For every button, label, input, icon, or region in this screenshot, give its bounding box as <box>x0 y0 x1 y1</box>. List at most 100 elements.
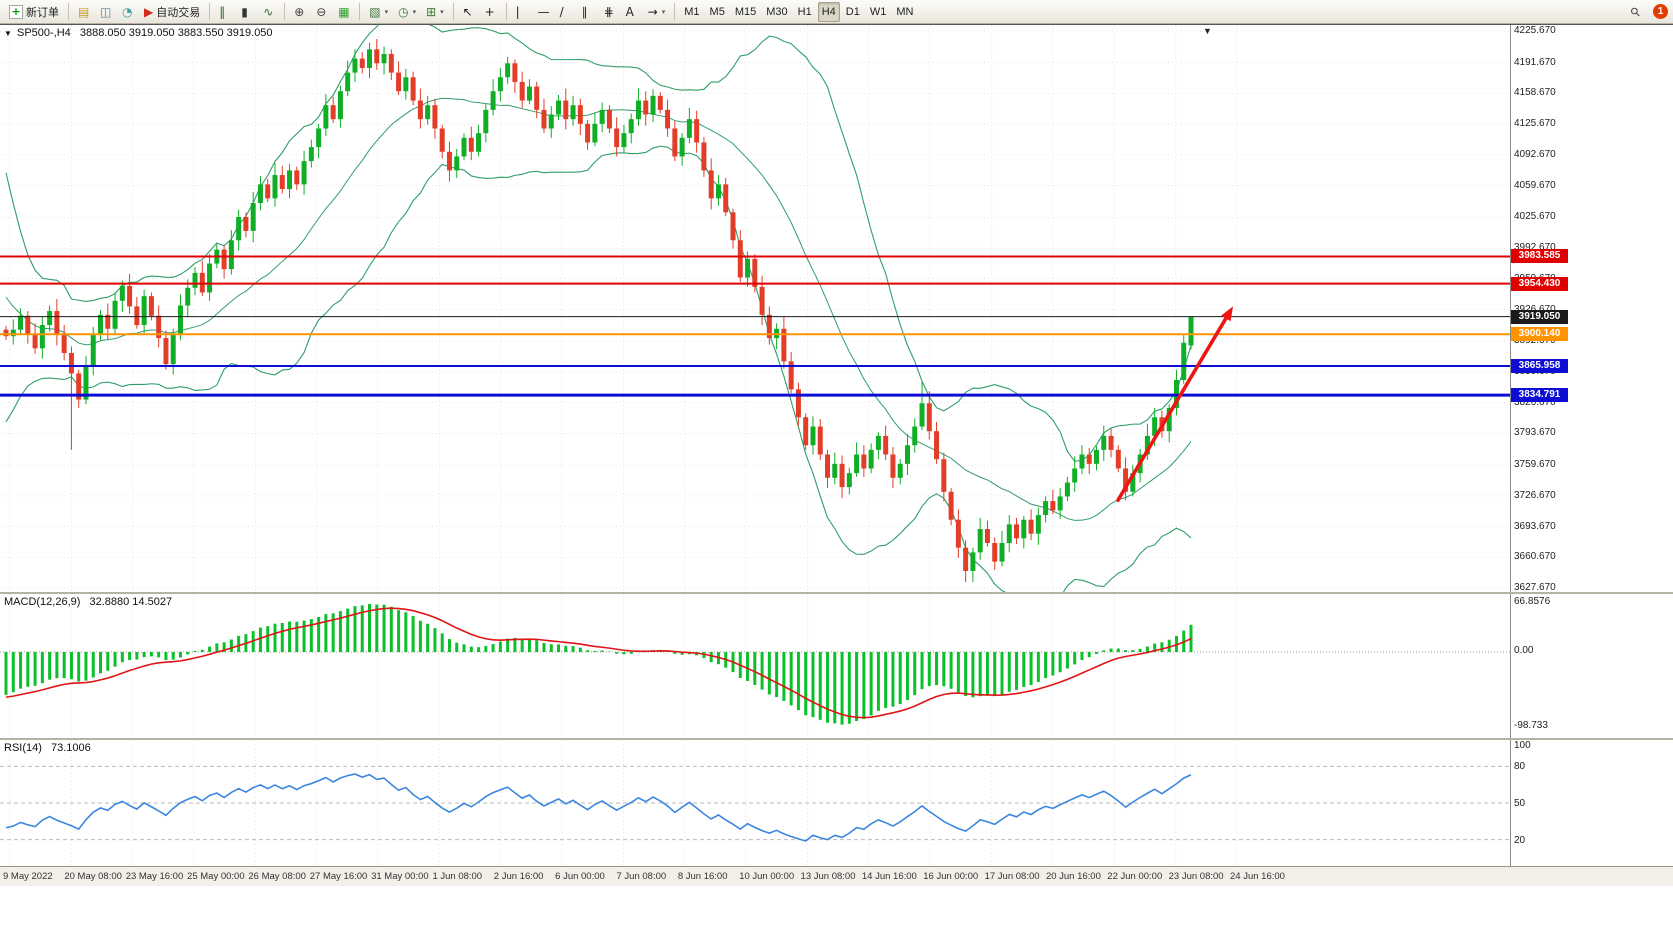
candle-body <box>1057 496 1063 511</box>
candle <box>185 279 191 317</box>
trend-arrow-head[interactable] <box>1221 306 1233 322</box>
price-axis-label: 4059.670 <box>1514 179 1556 191</box>
candle-body <box>701 142 707 171</box>
fibonacci-button[interactable]: ⋕ <box>600 2 620 22</box>
search-button[interactable]: ⚲ <box>1627 2 1647 22</box>
rsi-indicator-panel[interactable]: RSI(14) 73.1006 100 80 50 20 <box>0 740 1673 866</box>
candle-body <box>439 128 445 152</box>
text-button[interactable]: A <box>622 2 642 22</box>
crosshair-button[interactable]: + <box>481 2 501 22</box>
candle-chart-button[interactable]: ▮ <box>237 2 257 22</box>
charts-button[interactable]: ▤ <box>74 2 94 22</box>
bar-chart-button[interactable]: ‖ <box>215 2 235 22</box>
timeframe-h4-button[interactable]: H4 <box>817 1 840 22</box>
candle <box>352 49 358 82</box>
price-line-tag[interactable]: 3954.430 <box>1511 276 1568 291</box>
timeframe-m15-button[interactable]: M15 <box>731 2 760 22</box>
candle <box>47 305 53 332</box>
macd-indicator-panel[interactable]: MACD(12,26,9) 32.8880 14.5027 66.8576 0.0… <box>0 594 1673 738</box>
auto-trading-button-label: 自动交易 <box>156 6 201 19</box>
price-axis-label: 4225.670 <box>1514 25 1556 36</box>
candle-body <box>919 403 925 427</box>
chart-shift-marker[interactable]: ▼ <box>1203 26 1212 36</box>
candle-body <box>839 463 845 488</box>
profiles-button[interactable]: ◫ <box>96 2 116 22</box>
candle <box>890 447 896 489</box>
candle <box>83 355 89 405</box>
new-chart-button[interactable]: ▧ ▾ <box>365 2 392 22</box>
candle <box>119 280 125 312</box>
notifications-badge[interactable]: 1 <box>1653 4 1668 19</box>
price-axis-label: 3793.670 <box>1514 427 1556 439</box>
candle-body <box>534 86 540 110</box>
toolbar-separator <box>452 3 454 20</box>
rsi-line <box>5 773 1192 842</box>
panel-splitter[interactable] <box>0 738 1673 740</box>
timeframe-m1-button[interactable]: M1 <box>680 2 703 22</box>
trend-arrow-line[interactable] <box>1116 316 1228 502</box>
chart-symbol-period: SP500-,H4 <box>16 27 71 39</box>
trendline-button[interactable]: / <box>556 2 576 22</box>
candle <box>199 260 205 297</box>
candle <box>904 434 910 476</box>
timeframe-w1-button[interactable]: W1 <box>866 2 891 22</box>
candle <box>1021 515 1027 549</box>
candle-body <box>563 100 569 120</box>
time-axis-label: 1 Jun 08:00 <box>432 871 483 882</box>
candle <box>257 175 263 211</box>
arrows-button[interactable]: → ▾ <box>644 2 670 22</box>
candle-body <box>3 329 9 337</box>
candle <box>970 547 976 583</box>
candle-body <box>228 240 234 270</box>
timeframe-mn-button[interactable]: MN <box>892 2 917 22</box>
dropdown-arrow-icon: ▾ <box>661 8 666 16</box>
panel-splitter[interactable] <box>0 592 1673 594</box>
line-chart-icon: ∿ <box>263 4 274 19</box>
candle-body <box>54 311 60 335</box>
price-chart-panel[interactable]: ▼ SP500-,H4 3888.050 3919.050 3883.550 3… <box>0 24 1673 592</box>
time-axis[interactable]: 9 May 2022 20 May 08:00 23 May 16:00 25 May… <box>0 866 1673 886</box>
toolbar: + 新订单 ▤ ◫ ◔ ▶ 自动交易 ‖ ▮ ∿ ⊕ ⊖ ▦ ▧ ▾ ◷ ▾ ⊞ ▾ ↖ + | — / ∥ ⋕ A → ▾ M1 M5 M1… <box>0 0 1673 24</box>
candle <box>686 107 692 144</box>
line-chart-button[interactable]: ∿ <box>259 2 279 22</box>
candle <box>1123 457 1129 501</box>
refresh-button[interactable]: ◔ <box>118 2 138 22</box>
price-line-tag[interactable]: 3834.791 <box>1511 388 1568 403</box>
channel-icon: ∥ <box>581 4 588 19</box>
chart-menu-icon[interactable]: ▼ <box>4 29 12 38</box>
candle-body <box>425 105 431 120</box>
period-button[interactable]: ◷ ▾ <box>394 2 420 22</box>
timeframe-m30-button[interactable]: M30 <box>762 2 791 22</box>
price-line-tag[interactable]: 3865.958 <box>1511 359 1568 374</box>
candle <box>825 449 831 489</box>
tile-windows-button[interactable]: ▦ <box>334 2 354 22</box>
zoom-out-button[interactable]: ⊖ <box>312 2 332 22</box>
candle-body <box>221 249 227 270</box>
candle <box>585 120 591 150</box>
zoom-in-button[interactable]: ⊕ <box>290 2 310 22</box>
price-line-tag[interactable]: 3983.585 <box>1511 249 1568 264</box>
candle <box>468 126 474 161</box>
candle <box>1173 369 1179 416</box>
timeframe-h1-button[interactable]: H1 <box>794 2 816 22</box>
candle <box>403 68 409 100</box>
candle-body <box>127 285 133 307</box>
candle <box>519 71 525 108</box>
candle-body <box>1086 454 1092 464</box>
candle <box>1188 316 1194 350</box>
auto-trading-button[interactable]: ▶ 自动交易 <box>140 2 204 22</box>
candle-body <box>1014 524 1020 539</box>
indicators-icon: ⊞ <box>426 4 437 19</box>
horizontal-line-button[interactable]: — <box>534 2 554 22</box>
timeframe-m5-button[interactable]: M5 <box>706 2 729 22</box>
candle-body <box>1166 407 1172 432</box>
timeframe-d1-button[interactable]: D1 <box>842 2 864 22</box>
vertical-line-button[interactable]: | <box>512 2 532 22</box>
candle-body <box>279 175 285 190</box>
candle-body <box>308 147 314 162</box>
price-line-tag[interactable]: 3900.140 <box>1511 327 1568 342</box>
indicators-button[interactable]: ⊞ ▾ <box>422 2 448 22</box>
cursor-button[interactable]: ↖ <box>459 2 479 22</box>
new-order-button[interactable]: + 新订单 <box>5 2 63 22</box>
channel-button[interactable]: ∥ <box>578 2 598 22</box>
